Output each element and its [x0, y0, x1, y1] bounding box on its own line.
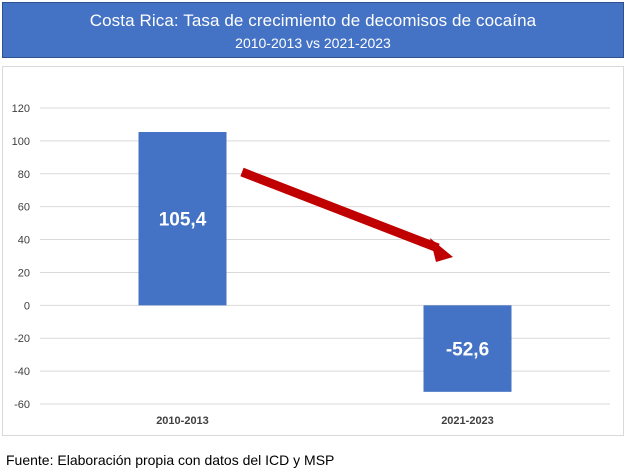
chart-area — [2, 66, 624, 436]
y-tick-label: 100 — [12, 136, 30, 148]
y-tick-label: 60 — [18, 202, 30, 214]
y-tick-label: 40 — [18, 235, 30, 247]
x-tick-label: 2021-2023 — [441, 415, 494, 427]
chart-title: Costa Rica: Tasa de crecimiento de decom… — [89, 11, 537, 30]
bar — [138, 132, 227, 306]
y-tick-label: 0 — [24, 300, 30, 312]
y-tick-label: -60 — [14, 399, 30, 411]
data-label: 105,4 — [159, 210, 207, 231]
bar — [423, 305, 512, 392]
bar-chart: 120 100 80 60 40 20 0 -20 -40 -60 105,4 2010-2013 -5… — [12, 103, 610, 427]
arrow-head — [430, 238, 453, 262]
arrow-shaft — [240, 167, 440, 253]
source-note: Fuente: Elaboración propia con datos del… — [6, 452, 335, 468]
chart-header: Costa Rica: Tasa de crecimiento de decom… — [2, 2, 624, 58]
data-label: -52,6 — [446, 340, 489, 361]
y-tick-label: -40 — [14, 366, 30, 378]
y-tick-label: 120 — [12, 103, 30, 115]
y-tick-label: 20 — [18, 267, 30, 279]
y-tick-label: 80 — [18, 169, 30, 181]
chart-subtitle: 2010-2013 vs 2021-2023 — [235, 35, 391, 51]
x-tick-label: 2010-2013 — [156, 415, 209, 427]
y-tick-label: -20 — [14, 333, 30, 345]
